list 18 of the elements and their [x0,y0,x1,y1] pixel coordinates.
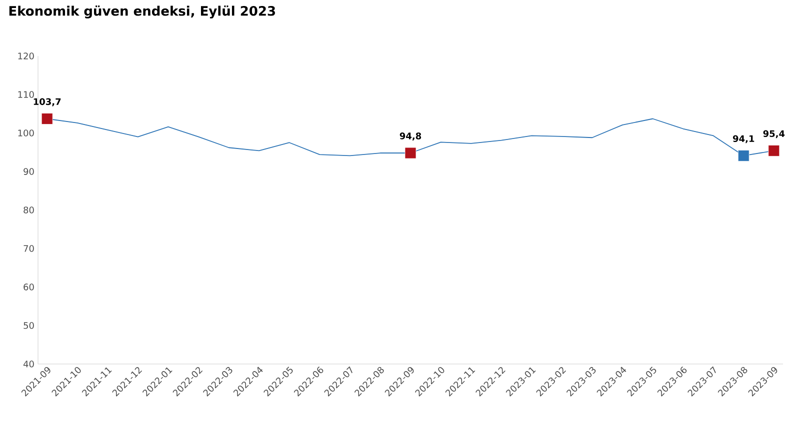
chart-title: Ekonomik güven endeksi, Eylül 2023 [9,6,276,18]
y-tick-label: 100 [18,130,34,136]
data-label: 94,1 [732,135,754,144]
y-tick-label: 80 [24,206,34,214]
data-label: 94,8 [400,132,422,140]
y-tick-label: 50 [24,322,34,329]
y-tick-label: 60 [24,284,34,290]
data-label: 103,7 [34,98,61,106]
point [738,150,750,162]
point [404,147,416,159]
point [41,113,53,124]
y-tick-label: 90 [24,168,34,175]
y-tick-label: 120 [18,52,34,60]
point [768,145,780,156]
data-label: 95,4 [763,130,785,138]
y-tick-label: 110 [18,91,34,98]
y-tick-label: 40 [23,360,34,368]
y-tick-label: 70 [24,245,34,252]
